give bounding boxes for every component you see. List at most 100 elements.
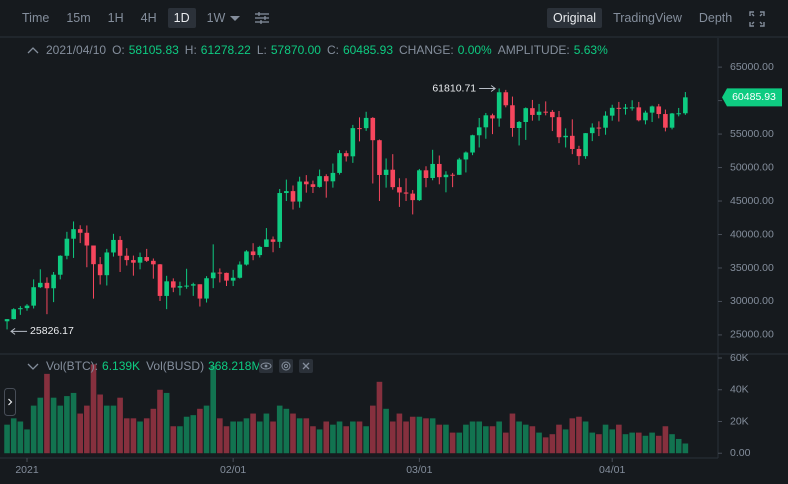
volume-bar — [542, 437, 549, 454]
candle-body — [503, 92, 509, 106]
volume-bar — [655, 435, 662, 454]
candle-body — [397, 187, 402, 193]
volume-bar — [622, 434, 629, 454]
volume-readout: Vol(BTC): 6.139K Vol(BUSD) 368.218M — [26, 358, 267, 374]
volume-bar — [522, 424, 529, 454]
candle-body — [403, 192, 409, 194]
volume-bar — [223, 426, 230, 454]
candle-body — [456, 159, 462, 175]
candle-body — [410, 193, 415, 201]
volume-bar — [170, 426, 177, 454]
view-button[interactable]: Original — [547, 8, 603, 28]
candle-body — [4, 319, 10, 322]
volume-bar — [576, 416, 582, 454]
collapse-icon[interactable] — [26, 361, 40, 371]
candle-body — [323, 176, 329, 182]
more-intervals[interactable] — [228, 11, 242, 25]
x-tick-label: 04/01 — [599, 464, 625, 476]
candle-body — [330, 172, 336, 182]
interval-button[interactable]: Time — [22, 11, 50, 25]
volume-bar — [90, 364, 97, 454]
interval-button[interactable]: 1D — [167, 8, 196, 28]
volume-bar — [130, 418, 137, 454]
candle-body — [38, 282, 43, 288]
candle-body — [383, 169, 389, 175]
ohlc-readout: 2021/04/10 O: 58105.83 H: 61278.22 L: 57870.0… — [26, 42, 614, 58]
interval-button[interactable]: 15m — [66, 11, 91, 25]
candle-body — [44, 282, 50, 289]
candle-body — [297, 181, 302, 202]
volume-bar — [389, 421, 396, 454]
volume-bar — [589, 432, 596, 454]
volume-bar — [503, 432, 509, 454]
candle-body — [97, 264, 103, 276]
candle-body — [277, 193, 282, 242]
volume-bar — [323, 421, 330, 454]
candle-body — [583, 133, 588, 157]
volume-bar — [436, 424, 443, 454]
view-button[interactable]: Depth — [698, 11, 733, 25]
volume-bar — [123, 418, 130, 454]
candle-body — [576, 148, 582, 157]
candle-body — [237, 264, 243, 278]
candle-body — [317, 176, 322, 187]
readout-label: L: — [256, 43, 267, 57]
volume-bar — [104, 405, 110, 454]
interval-button[interactable]: 4H — [140, 11, 157, 25]
volume-bar — [483, 426, 489, 454]
view-button[interactable]: TradingView — [613, 11, 682, 25]
volume-bar — [283, 408, 290, 454]
interval-button[interactable]: 1W — [206, 11, 226, 25]
candle-body — [144, 257, 149, 261]
volume-bar — [609, 429, 615, 454]
collapse-icon[interactable] — [26, 45, 40, 55]
candle-body — [111, 239, 116, 253]
x-tick-label: 2021 — [15, 464, 39, 476]
candle-body — [496, 92, 502, 119]
volume-bar — [602, 424, 609, 454]
candle-body — [264, 239, 269, 247]
side-panel-toggle[interactable] — [4, 388, 16, 416]
volume-bar — [536, 432, 542, 454]
volume-bar — [77, 413, 83, 454]
volume-close[interactable] — [299, 359, 313, 373]
candle-body — [563, 135, 568, 138]
candle-body — [210, 272, 216, 279]
candle-body — [476, 127, 482, 136]
candle-body — [616, 107, 622, 109]
readout-value: 5.63% — [573, 43, 608, 57]
volume-bar — [476, 421, 482, 454]
volume-settings[interactable] — [279, 359, 293, 373]
candle-body — [377, 140, 382, 175]
fullscreen-icon[interactable] — [749, 11, 765, 27]
candle-body — [430, 163, 435, 178]
volume-bar — [137, 421, 143, 454]
interval-button[interactable]: 1H — [107, 11, 124, 25]
candle-body — [164, 281, 169, 296]
candle-body — [530, 108, 535, 115]
volume-bar — [636, 432, 642, 454]
candle-body — [18, 308, 23, 310]
volume-bar — [582, 421, 589, 454]
y-tick-label: 50000.00 — [730, 161, 774, 173]
candle-body — [171, 281, 176, 288]
candle-body — [184, 285, 189, 287]
volume-bar — [230, 421, 236, 454]
candle-body — [204, 278, 209, 299]
candle-body — [550, 111, 555, 118]
candle-body — [390, 169, 396, 188]
visibility-toggle[interactable] — [259, 359, 273, 373]
candle-body — [603, 115, 608, 128]
volume-bar — [316, 429, 323, 454]
candle-body — [57, 255, 63, 275]
volume-bar — [303, 418, 310, 454]
settings-icon[interactable] — [254, 11, 270, 25]
candle-body — [417, 170, 422, 201]
volume-bar — [250, 413, 256, 454]
candle-body — [244, 251, 249, 265]
candle-body — [157, 264, 163, 296]
volume-bar — [356, 421, 363, 454]
candle-body — [151, 260, 156, 265]
volume-bar — [449, 432, 456, 454]
volume-bar — [642, 435, 649, 454]
